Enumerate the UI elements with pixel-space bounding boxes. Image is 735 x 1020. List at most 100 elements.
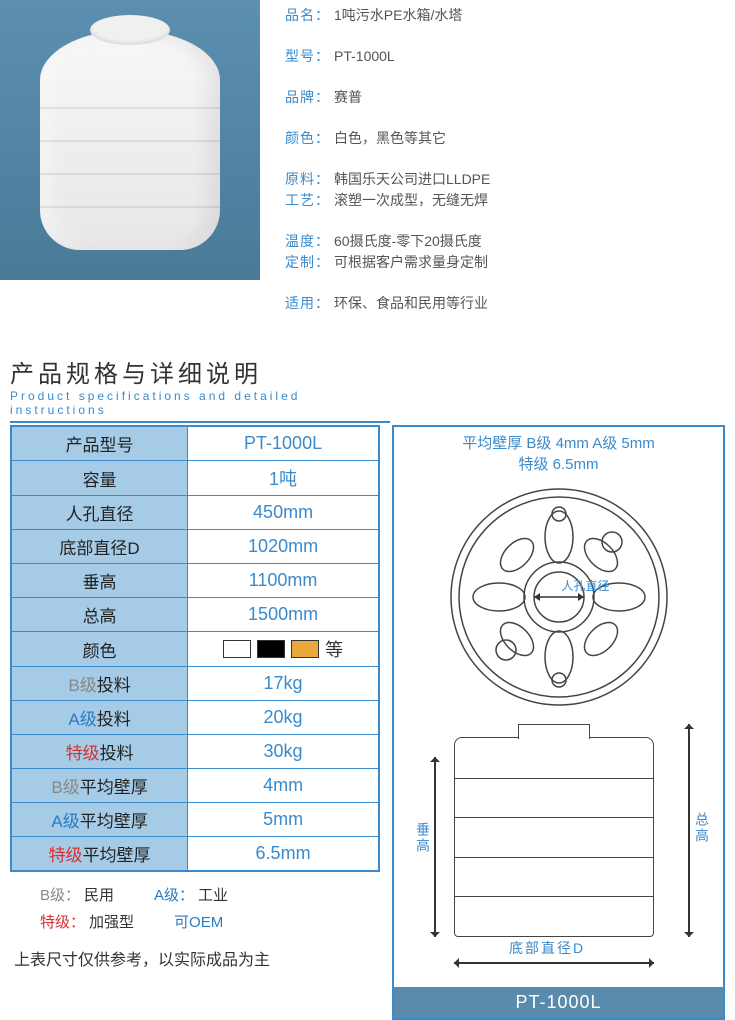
dim-label-bottom: 底部直径D [509,938,585,958]
spec-label-cell: 特级投料 [11,735,188,769]
info-label: 颜色： [285,128,330,149]
lower-section: 产品型号PT-1000L容量1吨人孔直径450mm底部直径D1020mm垂高11… [0,425,735,1020]
dim-arrow-bottom [454,962,654,964]
info-pair: 原料：韩国乐天公司进口LLDPE [285,169,490,190]
spec-value-cell: 20kg [188,701,379,735]
dim-label-right: 总高 [692,812,712,844]
spec-label-cell: 人孔直径 [11,496,188,530]
color-swatch-white [223,640,251,658]
info-label: 适用： [285,293,330,314]
spec-table: 产品型号PT-1000L容量1吨人孔直径450mm底部直径D1020mm垂高11… [10,425,380,872]
color-extra: 等 [325,636,343,662]
table-row: 特级投料30kg [11,735,379,769]
info-pair: 适用：环保、食品和民用等行业 [285,293,488,314]
table-row: A级投料20kg [11,701,379,735]
spec-value-cell: 17kg [188,667,379,701]
info-row: 原料：韩国乐天公司进口LLDPE工艺：滚塑一次成型，无缝无焊 [285,169,725,211]
table-row: 人孔直径450mm [11,496,379,530]
spec-label-cell: B级平均壁厚 [11,769,188,803]
spec-label-cell: 容量 [11,461,188,496]
spec-label-cell: 垂高 [11,564,188,598]
info-value: 赛普 [334,87,362,108]
product-image [0,0,260,280]
spec-label-cell: 颜色 [11,632,188,667]
info-pair: 品名：1吨污水PE水箱/水塔 [285,5,462,26]
table-row: B级投料17kg [11,667,379,701]
info-row: 颜色：白色，黑色等其它 [285,128,725,149]
info-label: 温度： [285,231,330,252]
color-swatch-black [257,640,285,658]
spec-value-cell: 等 [188,632,379,667]
spec-label-cell: 产品型号 [11,426,188,461]
spec-label-cell: 特级平均壁厚 [11,837,188,872]
info-pair: 定制：可根据客户需求量身定制 [285,252,488,273]
spec-label-cell: 底部直径D [11,530,188,564]
spec-value-cell: 30kg [188,735,379,769]
table-row: 垂高1100mm [11,564,379,598]
spec-value-cell: 1020mm [188,530,379,564]
dim-arrow-right [688,724,690,937]
top-section: 品名：1吨污水PE水箱/水塔型号：PT-1000L品牌：赛普颜色：白色，黑色等其… [0,0,735,349]
info-label: 定制： [285,252,330,273]
table-row: 特级平均壁厚6.5mm [11,837,379,872]
info-value: 白色，黑色等其它 [334,128,446,149]
spec-value-cell: 1500mm [188,598,379,632]
diagram-header-line1: 平均壁厚 B级 4mm A级 5mm [398,433,719,454]
top-view-svg [444,482,674,712]
info-pair: 型号：PT-1000L [285,46,395,67]
info-value: 韩国乐天公司进口LLDPE [334,169,490,190]
info-label: 品名： [285,5,330,26]
info-label: 工艺： [285,190,330,211]
legend-row: 特级：加强型 可OEM [40,909,380,936]
info-pair: 颜色：白色，黑色等其它 [285,128,446,149]
info-row: 温度：60摄氏度-零下20摄氏度定制：可根据客户需求量身定制 [285,231,725,273]
info-pair: 品牌：赛普 [285,87,362,108]
info-pair: 工艺：滚塑一次成型，无缝无焊 [285,190,488,211]
dim-arrow-left [434,757,436,937]
info-row: 品牌：赛普 [285,87,725,108]
info-value: 滚塑一次成型，无缝无焊 [334,190,488,211]
table-row: A级平均壁厚5mm [11,803,379,837]
spec-header: 产品规格与详细说明 Product specifications and det… [0,349,735,425]
legend-item: 特级：加强型 [40,914,154,931]
info-row: 适用：环保、食品和民用等行业 [285,293,725,314]
spec-value-cell: 4mm [188,769,379,803]
info-label: 型号： [285,46,330,67]
diagram-panel: 平均壁厚 B级 4mm A级 5mm 特级 6.5mm [392,425,725,1020]
top-view: 人孔直径 [444,482,674,712]
color-swatch-gold [291,640,319,658]
info-value: 环保、食品和民用等行业 [334,293,488,314]
info-pair: 温度：60摄氏度-零下20摄氏度 [285,231,482,252]
tank-illustration [40,30,220,250]
table-row: B级平均壁厚4mm [11,769,379,803]
table-row: 颜色 等 [11,632,379,667]
info-row: 品名：1吨污水PE水箱/水塔 [285,5,725,26]
diagram-footer: PT-1000L [394,987,723,1018]
legend-row: B级：民用A级：工业 [40,882,380,909]
table-row: 底部直径D1020mm [11,530,379,564]
diagram-header-line2: 特级 6.5mm [398,454,719,475]
info-value: PT-1000L [334,46,395,67]
table-row: 容量1吨 [11,461,379,496]
spec-value-cell: 450mm [188,496,379,530]
spec-label-cell: 总高 [11,598,188,632]
legend-item: 可OEM [174,914,227,931]
info-list: 品名：1吨污水PE水箱/水塔型号：PT-1000L品牌：赛普颜色：白色，黑色等其… [260,0,735,334]
dim-label-left: 垂高 [413,822,433,854]
info-label: 品牌： [285,87,330,108]
spec-subtitle: Product specifications and detailed inst… [10,389,390,423]
top-view-label: 人孔直径 [562,577,610,594]
spec-label-cell: A级平均壁厚 [11,803,188,837]
table-row: 总高1500mm [11,598,379,632]
table-row: 产品型号PT-1000L [11,426,379,461]
info-label: 原料： [285,169,330,190]
note: 上表尺寸仅供参考，以实际成品为主 [10,946,380,970]
legend: B级：民用A级：工业特级：加强型 可OEM [10,872,380,942]
spec-label-cell: B级投料 [11,667,188,701]
info-row: 型号：PT-1000L [285,46,725,67]
spec-value-cell: PT-1000L [188,426,379,461]
side-view: 垂高 总高 底部直径D [399,722,718,982]
info-value: 60摄氏度-零下20摄氏度 [334,231,482,252]
legend-item: A级：工业 [154,887,248,904]
spec-table-wrap: 产品型号PT-1000L容量1吨人孔直径450mm底部直径D1020mm垂高11… [10,425,380,1020]
